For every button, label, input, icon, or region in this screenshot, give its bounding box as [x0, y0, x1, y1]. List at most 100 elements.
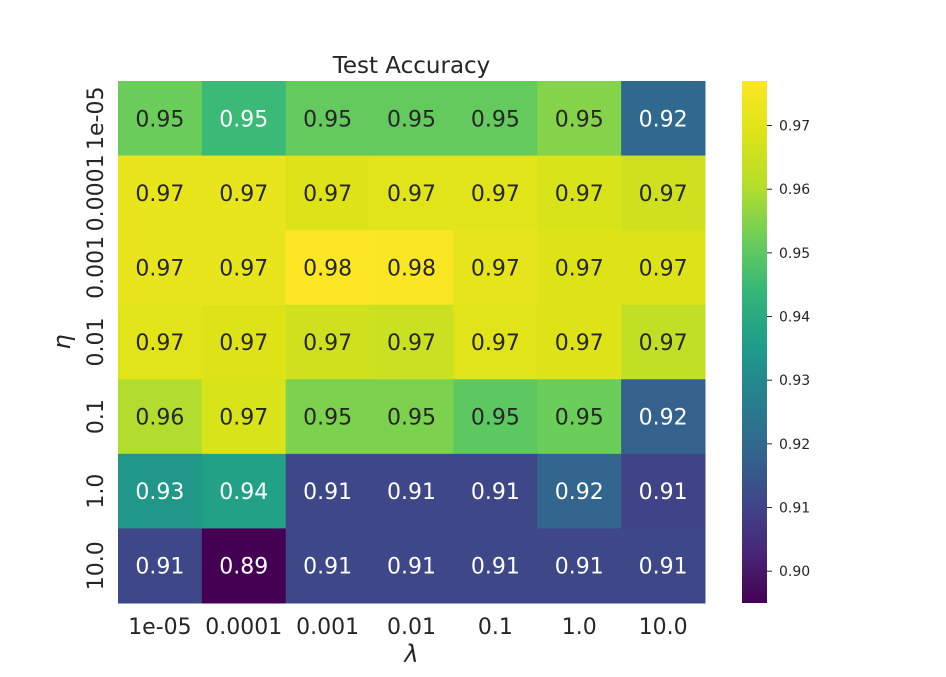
x-tick-label: 10.0: [639, 615, 688, 640]
heatmap-cell: [201, 304, 287, 380]
cell-value-label: 0.91: [639, 555, 688, 580]
heatmap-cell: [621, 528, 706, 604]
cell-value-label: 0.96: [135, 406, 184, 431]
cell-value-label: 0.92: [639, 406, 688, 431]
cell-value-label: 0.97: [639, 182, 688, 207]
heatmap-cell: [621, 379, 706, 455]
colorbar-ticks: 0.90 0.91 0.92 0.93 0.94 0.95 0.96 0.97: [767, 119, 810, 580]
heatmap-cell: [118, 528, 203, 604]
x-tick-label: 0.01: [387, 615, 436, 640]
heatmap-cell: [453, 304, 538, 380]
cell-value-label: 0.97: [219, 256, 268, 281]
cell-value-label: 0.97: [639, 331, 688, 356]
heatmap-cell: [201, 379, 287, 455]
heatmap-cell: [369, 230, 454, 306]
cell-value-label: 0.98: [303, 256, 352, 281]
y-tick-label: 0.0001: [84, 154, 109, 231]
colorbar-tick-label: 0.97: [779, 119, 810, 135]
cell-value-label: 0.95: [555, 406, 604, 431]
x-tick-label: 1.0: [562, 615, 597, 640]
cell-value-label: 0.95: [303, 406, 352, 431]
cell-value-label: 0.97: [471, 182, 520, 207]
cell-value-label: 0.95: [471, 406, 520, 431]
heatmap-cell: [201, 155, 287, 231]
cell-value-label: 0.91: [387, 555, 436, 580]
heatmap-cell: [537, 230, 622, 306]
cell-value-label: 0.91: [555, 555, 604, 580]
cell-value-label: 0.95: [471, 107, 520, 132]
cell-value-label: 0.97: [639, 256, 688, 281]
heatmap-cell: [621, 453, 706, 529]
heatmap-cell: [453, 528, 538, 604]
heatmap-cell: [369, 379, 454, 455]
cell-value-label: 0.95: [555, 107, 604, 132]
colorbar-tick-label: 0.95: [779, 246, 810, 262]
x-tick-label: 0.1: [478, 615, 513, 640]
cell-value-label: 0.97: [387, 331, 436, 356]
heatmap-cell: [285, 379, 371, 455]
cell-value-label: 0.97: [555, 182, 604, 207]
cell-value-label: 0.97: [135, 182, 184, 207]
cell-value-label: 0.94: [219, 480, 268, 505]
cell-value-label: 0.91: [639, 480, 688, 505]
cell-value-label: 0.97: [135, 331, 184, 356]
heatmap-cell: [621, 304, 706, 380]
y-tick-label: 10.0: [84, 541, 109, 590]
cell-value-label: 0.92: [639, 107, 688, 132]
heatmap-cell: [118, 230, 203, 306]
heatmap-annotations: 0.95 0.95 0.95 0.95 0.95 0.95 0.92 0.97 0.97 0.97…: [135, 107, 687, 579]
colorbar: [742, 81, 767, 603]
cell-value-label: 0.93: [135, 480, 184, 505]
colorbar-tick-label: 0.91: [779, 501, 810, 517]
cell-value-label: 0.91: [303, 480, 352, 505]
heatmap-cell: [369, 81, 454, 157]
heatmap-cell: [369, 453, 454, 529]
heatmap-cell: [453, 155, 538, 231]
heatmap-cell: [118, 453, 203, 529]
y-tick-labels: 1e-05 0.0001 0.001 0.01 0.1 1.0 10.0: [84, 87, 109, 591]
x-tick-labels: 1e-05 0.0001 0.001 0.01 0.1 1.0 10.0: [128, 615, 687, 640]
cell-value-label: 0.91: [387, 480, 436, 505]
heatmap-cell: [201, 528, 287, 604]
cell-value-label: 0.95: [219, 107, 268, 132]
colorbar-tick-label: 0.90: [779, 564, 810, 580]
heatmap-cell: [453, 379, 538, 455]
cell-value-label: 0.95: [387, 406, 436, 431]
heatmap-cell: [369, 155, 454, 231]
heatmap-cell: [118, 81, 203, 157]
colorbar-tick-label: 0.94: [779, 310, 810, 326]
cell-value-label: 0.95: [387, 107, 436, 132]
heatmap-cell: [537, 453, 622, 529]
heatmap-cell: [285, 155, 371, 231]
cell-value-label: 0.95: [303, 107, 352, 132]
heatmap-cell: [621, 81, 706, 157]
heatmap-cell: [537, 304, 622, 380]
cell-value-label: 0.91: [471, 555, 520, 580]
cell-value-label: 0.97: [471, 331, 520, 356]
cell-value-label: 0.91: [135, 555, 184, 580]
cell-value-label: 0.97: [135, 256, 184, 281]
y-tick-label: 0.001: [84, 236, 109, 299]
cell-value-label: 0.97: [555, 331, 604, 356]
y-tick-label: 0.1: [84, 399, 109, 434]
x-tick-label: 0.0001: [205, 615, 282, 640]
colorbar-tick-label: 0.93: [779, 373, 810, 389]
cell-value-label: 0.97: [471, 256, 520, 281]
heatmap-cells: [118, 81, 706, 604]
heatmap-cell: [285, 528, 371, 604]
heatmap-cell: [453, 230, 538, 306]
y-tick-label: 1.0: [84, 474, 109, 509]
heatmap-cell: [118, 304, 203, 380]
colorbar-tick-label: 0.96: [779, 182, 810, 198]
heatmap-cell: [285, 453, 371, 529]
cell-value-label: 0.97: [303, 331, 352, 356]
cell-value-label: 0.98: [387, 256, 436, 281]
heatmap-cell: [118, 379, 203, 455]
heatmap-cell: [537, 81, 622, 157]
cell-value-label: 0.89: [219, 555, 268, 580]
x-axis-label: λ: [402, 640, 418, 668]
heatmap-cell: [201, 453, 287, 529]
heatmap-cell: [537, 379, 622, 455]
cell-value-label: 0.91: [303, 555, 352, 580]
